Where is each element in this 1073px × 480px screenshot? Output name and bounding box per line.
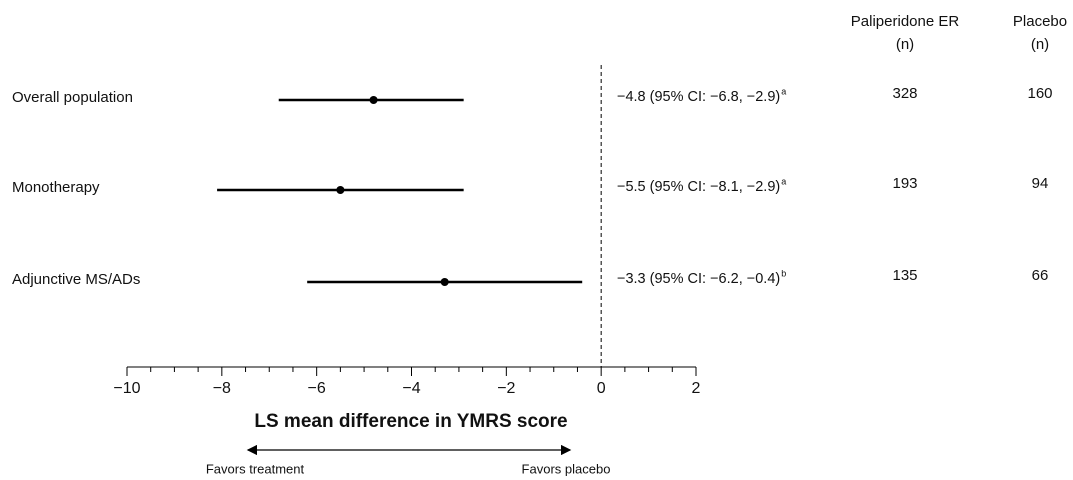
value-label: −3.3 (95% CI: −6.2, −0.4) xyxy=(617,271,780,287)
value-label: −5.5 (95% CI: −8.1, −2.9) xyxy=(617,179,780,195)
point-estimate xyxy=(440,278,449,286)
x-tick-label: 0 xyxy=(597,380,606,397)
annotation: Favors placebo xyxy=(522,461,611,476)
x-tick-label: −6 xyxy=(308,380,326,397)
n-value: 94 xyxy=(1032,175,1049,192)
footnote-marker: a xyxy=(781,86,786,96)
n-value: 160 xyxy=(1027,85,1052,102)
n-value: 328 xyxy=(892,85,917,102)
column-header: Placebo xyxy=(1013,13,1067,30)
row-label: Adjunctive MS/ADs xyxy=(12,271,140,288)
footnote-marker: a xyxy=(781,176,786,186)
x-tick-label: −4 xyxy=(402,380,420,397)
point-estimate xyxy=(336,186,345,194)
column-header: Paliperidone ER xyxy=(851,13,960,30)
x-tick-label: −10 xyxy=(113,380,140,397)
x-tick-label: −8 xyxy=(213,380,231,397)
value-label: −4.8 (95% CI: −6.8, −2.9) xyxy=(617,89,780,105)
x-axis-label: LS mean difference in YMRS score xyxy=(254,411,567,432)
row-label: Monotherapy xyxy=(12,179,100,196)
footnote-marker: b xyxy=(781,268,786,278)
row-label: Overall population xyxy=(12,89,133,106)
n-value: 193 xyxy=(892,175,917,192)
column-unit: (n) xyxy=(1031,36,1049,53)
x-tick-label: 2 xyxy=(692,380,701,397)
column-unit: (n) xyxy=(896,36,914,53)
n-value: 135 xyxy=(892,267,917,284)
n-value: 66 xyxy=(1032,267,1049,284)
x-tick-label: −2 xyxy=(497,380,515,397)
annotation: Favors treatment xyxy=(206,461,305,476)
point-estimate xyxy=(369,96,378,104)
